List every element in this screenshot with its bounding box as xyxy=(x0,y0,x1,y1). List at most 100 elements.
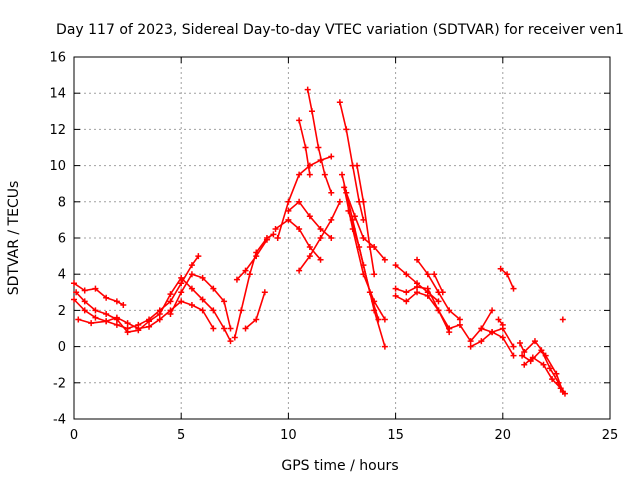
series-track-20 xyxy=(345,207,382,323)
series-line xyxy=(433,273,444,294)
data-point xyxy=(328,235,335,241)
data-point xyxy=(366,289,373,296)
data-point xyxy=(343,189,350,196)
series-line xyxy=(236,239,268,281)
series-track-6 xyxy=(231,231,277,341)
grid-layer xyxy=(74,57,610,419)
data-point xyxy=(557,385,564,392)
data-point xyxy=(435,298,442,305)
y-tick-label: 8 xyxy=(58,195,66,210)
data-point xyxy=(354,162,361,169)
x-tick-label: 5 xyxy=(177,428,185,443)
data-point xyxy=(195,253,202,260)
series-line xyxy=(274,219,322,261)
data-point xyxy=(188,285,195,292)
data-point xyxy=(120,301,127,308)
data-point xyxy=(403,289,410,296)
series-line xyxy=(75,276,232,343)
data-point xyxy=(446,307,453,314)
data-point xyxy=(456,316,463,323)
series-track-27 xyxy=(467,329,517,359)
data-point xyxy=(504,271,511,278)
y-tick-label: 10 xyxy=(49,159,66,174)
data-point xyxy=(221,298,228,305)
data-point xyxy=(538,347,545,354)
data-point xyxy=(156,316,163,323)
data-point xyxy=(392,292,399,299)
series-track-4 xyxy=(73,274,234,345)
data-point xyxy=(242,325,249,332)
data-point xyxy=(516,339,523,346)
data-point xyxy=(263,236,270,243)
data-point xyxy=(317,256,324,263)
data-point xyxy=(113,298,120,305)
data-point xyxy=(521,349,528,356)
data-point xyxy=(296,117,303,124)
data-point xyxy=(339,171,345,178)
data-point xyxy=(375,316,382,323)
series-track-19 xyxy=(354,162,378,278)
data-point xyxy=(199,307,206,314)
data-point xyxy=(519,352,526,359)
data-point xyxy=(306,253,313,260)
data-point xyxy=(296,171,303,178)
data-point xyxy=(71,280,77,287)
series-track-24 xyxy=(414,256,463,323)
series-track-28 xyxy=(478,307,496,332)
data-point xyxy=(146,318,153,325)
data-point xyxy=(103,294,110,301)
data-point xyxy=(92,307,99,314)
y-tick-label: -2 xyxy=(53,376,66,391)
data-point xyxy=(510,285,517,292)
series-track-3 xyxy=(75,298,217,332)
data-point xyxy=(285,207,292,214)
series-line xyxy=(287,201,333,239)
data-point xyxy=(242,267,249,274)
data-point xyxy=(210,307,217,314)
y-tick-label: 12 xyxy=(49,123,66,138)
series-track-11 xyxy=(285,198,335,241)
data-point xyxy=(285,216,292,223)
data-point xyxy=(467,338,474,345)
data-point xyxy=(261,289,268,296)
series-line xyxy=(356,164,376,276)
series-line xyxy=(480,309,493,330)
data-point xyxy=(167,291,174,298)
data-point xyxy=(296,225,303,232)
data-layer xyxy=(71,86,568,397)
series-track-15 xyxy=(336,99,367,223)
y-tick-label: 0 xyxy=(58,340,66,355)
data-point xyxy=(178,298,185,305)
data-point xyxy=(71,296,77,303)
data-point xyxy=(188,262,195,269)
data-point xyxy=(392,262,399,269)
data-point xyxy=(414,289,421,296)
data-point xyxy=(489,329,496,336)
data-point xyxy=(366,244,373,251)
series-line xyxy=(394,286,451,330)
data-point xyxy=(424,271,431,278)
data-point xyxy=(306,171,313,178)
series-track-13 xyxy=(296,117,313,178)
x-tick-label: 20 xyxy=(495,428,512,443)
x-tick-label: 0 xyxy=(70,428,78,443)
data-point xyxy=(529,354,536,361)
series-track-22 xyxy=(392,262,442,305)
data-point xyxy=(403,298,410,305)
series-line xyxy=(394,291,451,333)
series-track-7 xyxy=(233,236,270,283)
data-point xyxy=(403,271,410,278)
data-point xyxy=(227,338,234,345)
data-point xyxy=(178,280,185,287)
data-point xyxy=(304,86,311,93)
data-point xyxy=(81,298,88,305)
data-point xyxy=(315,144,322,151)
series-track-30 xyxy=(497,265,517,292)
data-point xyxy=(371,271,378,278)
data-point xyxy=(124,320,131,327)
data-point xyxy=(296,267,303,274)
x-tick-label: 25 xyxy=(602,428,619,443)
data-point xyxy=(210,325,217,332)
data-point xyxy=(178,289,185,296)
